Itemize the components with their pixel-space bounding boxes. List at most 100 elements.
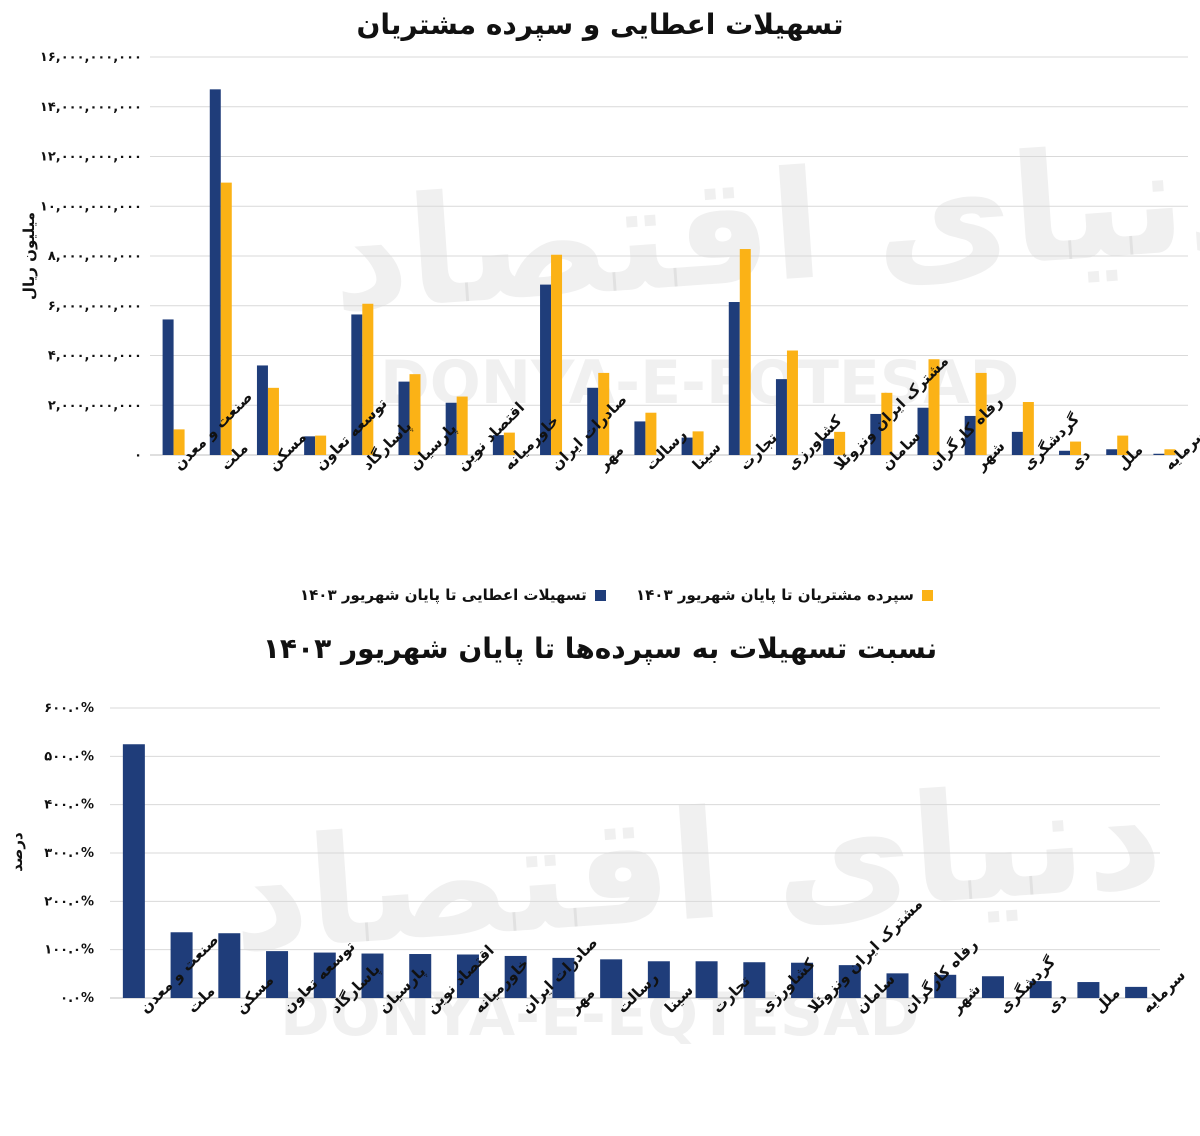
bar bbox=[492, 435, 504, 455]
bar bbox=[786, 350, 798, 455]
chart-1-plot: ۰ ۲,۰۰۰,۰۰۰,۰۰۰ ۴,۰۰۰,۰۰۰,۰۰۰ ۶,۰۰۰,۰۰۰,۰۰۰… bbox=[20, 50, 1200, 475]
bar bbox=[456, 396, 468, 455]
x-tick-label: سامان bbox=[852, 970, 899, 1017]
y-tick-label: ۸,۰۰۰,۰۰۰,۰۰۰ bbox=[48, 249, 142, 264]
bar bbox=[728, 302, 740, 455]
x-tick-label: ملت bbox=[184, 982, 219, 1017]
chart-1-legend: تسهیلات اعطایی تا پایان شهریور ۱۴۰۳ سپرد… bbox=[0, 586, 1200, 612]
x-tick-label: مشترک ایران ونزوئلا bbox=[804, 895, 926, 1017]
bar bbox=[1106, 449, 1118, 455]
bar bbox=[870, 413, 882, 455]
bar bbox=[456, 954, 479, 998]
bar bbox=[775, 379, 787, 455]
y-tick-label: ۵۰۰.۰% bbox=[44, 749, 94, 764]
bar bbox=[361, 953, 384, 998]
x-tick-label: اقتصاد نوین bbox=[422, 941, 497, 1016]
chart-1-title: تسهیلات اعطایی و سپرده مشتریان bbox=[356, 8, 844, 41]
watermark-latin-2: DONYA-E-EQTESAD bbox=[280, 980, 920, 1050]
y-tick-label: ۱۶,۰۰۰,۰۰۰,۰۰۰ bbox=[40, 50, 142, 65]
y-tick-label: ۱۴,۰۰۰,۰۰۰,۰۰۰ bbox=[40, 100, 142, 115]
legend-label-deposits: سپرده مشتریان تا پایان شهریور ۱۴۰۳ bbox=[636, 586, 914, 604]
bar bbox=[1077, 982, 1100, 998]
bar bbox=[600, 959, 623, 998]
legend-item-loans: تسهیلات اعطایی تا پایان شهریور ۱۴۰۳ bbox=[300, 586, 606, 604]
y-tick-label: ۰ bbox=[134, 448, 142, 463]
legend-item-deposits: سپرده مشتریان تا پایان شهریور ۱۴۰۳ bbox=[636, 586, 933, 604]
x-tick-label: سرمایه bbox=[1161, 423, 1200, 474]
y-tick-label: ۱۰,۰۰۰,۰۰۰,۰۰۰ bbox=[40, 199, 142, 214]
bar bbox=[218, 933, 241, 998]
bar bbox=[881, 392, 893, 455]
bar bbox=[917, 407, 929, 455]
y-tick-label: ۲,۰۰۰,۰۰۰,۰۰۰ bbox=[48, 398, 142, 413]
bar bbox=[647, 961, 670, 998]
bar bbox=[445, 402, 457, 455]
legend-swatch-deposits bbox=[921, 589, 933, 601]
bar bbox=[266, 951, 289, 998]
bar bbox=[220, 182, 232, 455]
bar bbox=[362, 303, 374, 455]
bar bbox=[1022, 402, 1034, 455]
watermark-persian-2: دنیای اقتصاد bbox=[225, 747, 1168, 987]
y-tick-label: ۴,۰۰۰,۰۰۰,۰۰۰ bbox=[48, 349, 142, 364]
bar bbox=[315, 435, 327, 455]
bar bbox=[1011, 431, 1023, 455]
bar bbox=[692, 431, 704, 455]
bar bbox=[551, 254, 563, 455]
bar bbox=[162, 319, 174, 455]
y-tick-label: ۶,۰۰۰,۰۰۰,۰۰۰ bbox=[48, 299, 142, 314]
y-tick-label: ۱۲,۰۰۰,۰۰۰,۰۰۰ bbox=[40, 150, 142, 165]
y-axis-label: درصد bbox=[8, 832, 26, 872]
x-tick-label: صنعت و معدن bbox=[136, 931, 222, 1017]
x-tick-label: ملل bbox=[1091, 984, 1124, 1017]
bar bbox=[504, 955, 527, 998]
bar bbox=[209, 89, 221, 456]
bar bbox=[398, 381, 410, 455]
bar bbox=[409, 374, 421, 455]
bar bbox=[645, 412, 657, 455]
x-tick-label: پارسیان bbox=[375, 962, 430, 1017]
bar bbox=[1070, 441, 1082, 455]
x-tick-label: رسالت bbox=[613, 968, 661, 1016]
bar bbox=[540, 284, 552, 455]
bar bbox=[823, 438, 835, 455]
bar bbox=[1117, 435, 1129, 455]
bar bbox=[503, 432, 515, 455]
bar bbox=[1059, 450, 1071, 455]
bar bbox=[173, 429, 185, 455]
bar bbox=[351, 314, 363, 455]
x-tick-label: تجارت bbox=[709, 972, 754, 1017]
chart-2-title: نسبت تسهیلات به سپرده‌ها تا پایان شهریور… bbox=[262, 632, 938, 665]
legend-swatch-loans bbox=[594, 589, 606, 601]
x-tick-label: سرمایه bbox=[1138, 966, 1189, 1017]
x-tick-label: رفاه کارگران bbox=[900, 935, 981, 1016]
x-tick-label: گردشگری bbox=[995, 953, 1059, 1017]
bar bbox=[838, 965, 861, 998]
bar bbox=[834, 431, 846, 455]
y-tick-label: ۱۰۰.۰% bbox=[44, 943, 94, 958]
bar bbox=[1029, 981, 1052, 998]
bar bbox=[409, 954, 432, 998]
x-tick-label: توسعه تعاون bbox=[279, 937, 359, 1017]
x-tick-label: سینا bbox=[661, 981, 697, 1017]
x-tick-label: مهر bbox=[565, 984, 599, 1018]
x-tick-label: دی bbox=[1043, 989, 1071, 1017]
bar bbox=[975, 372, 987, 455]
bar bbox=[304, 436, 316, 455]
bar bbox=[964, 415, 976, 455]
bar bbox=[122, 744, 145, 998]
bar bbox=[552, 957, 575, 998]
x-tick-label: خاورمیانه bbox=[470, 954, 532, 1016]
bar bbox=[791, 962, 814, 998]
bar bbox=[267, 387, 279, 455]
y-tick-label: ۶۰۰.۰% bbox=[44, 701, 94, 716]
bar bbox=[681, 437, 693, 455]
bar bbox=[1125, 986, 1148, 998]
bar bbox=[743, 962, 766, 998]
x-tick-label: کشاورزی bbox=[756, 954, 818, 1016]
y-tick-label: ۴۰۰.۰% bbox=[44, 798, 94, 813]
y-axis-label: میلیون ریال bbox=[20, 212, 38, 300]
bar bbox=[695, 961, 718, 998]
y-tick-label: ۰.۰% bbox=[60, 991, 94, 1006]
x-tick-label: صادرات ایران bbox=[518, 933, 601, 1016]
